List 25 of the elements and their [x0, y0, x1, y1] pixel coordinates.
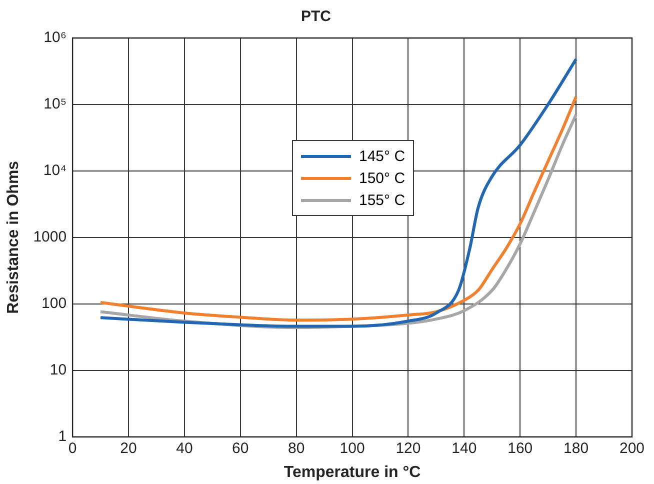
y-tick-label: 100 [42, 295, 67, 312]
x-axis-title: Temperature in °C [284, 464, 422, 481]
y-tick-label: 1000 [33, 228, 67, 246]
x-tick-label: 140 [452, 440, 477, 457]
y-axis-title: Resistance in Ohms [5, 160, 22, 314]
x-tick-label: 20 [120, 440, 137, 457]
x-tick-label: 160 [508, 440, 533, 457]
line-series [99, 58, 578, 328]
chart-title: PTC [301, 8, 332, 26]
x-tick-label: 100 [340, 440, 365, 457]
legend-label: 145° C [359, 148, 406, 164]
x-tick-label: 120 [396, 440, 421, 457]
x-tick-label: 60 [232, 440, 249, 457]
y-tick-label: 10⁵ [44, 96, 67, 113]
x-tick-label: 80 [288, 440, 305, 457]
y-tick-label: 10 [50, 361, 67, 378]
x-tick-label: 180 [564, 440, 589, 457]
legend-label: 150° C [359, 170, 406, 186]
x-tick-label: 0 [68, 440, 77, 457]
x-tick-label: 200 [619, 440, 645, 457]
x-tick-label: 40 [176, 440, 193, 457]
legend-label: 155° C [359, 192, 406, 208]
y-tick-label: 1 [58, 428, 67, 445]
y-tick-label: 10⁴ [43, 162, 67, 180]
y-tick-label: 10⁶ [44, 29, 67, 46]
